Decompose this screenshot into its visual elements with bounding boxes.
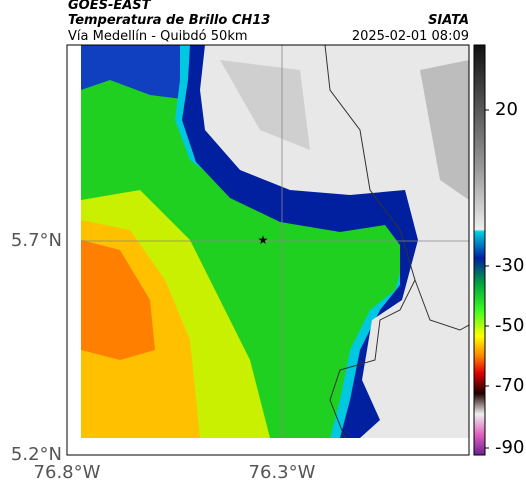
- subtitle: Temperatura de Brillo CH13: [68, 13, 270, 28]
- lon-label: 76.8°W: [34, 462, 101, 483]
- city-marker: ★: [258, 233, 269, 247]
- region: Vía Medellín - Quibdó 50km: [68, 29, 248, 44]
- colorbar-tick: -30: [495, 255, 524, 276]
- satellite-image: [81, 45, 469, 438]
- source: SIATA: [428, 13, 469, 28]
- lon-label: 76.3°W: [249, 462, 316, 483]
- colorbar-tick: -90: [495, 437, 524, 458]
- colorbar-tick: 20: [495, 99, 518, 120]
- colorbar-tick: -70: [495, 375, 524, 396]
- colorbar-tick: -50: [495, 315, 524, 336]
- datetime: 2025-02-01 08:09: [352, 29, 469, 44]
- title: GOES-EAST: [68, 0, 152, 13]
- lat-label: 5.7°N: [11, 230, 62, 251]
- colorbar-tick-marks: [485, 109, 489, 449]
- map-frame: [66, 44, 470, 456]
- lat-label: 5.2°N: [11, 444, 62, 465]
- colorbar: [473, 44, 486, 456]
